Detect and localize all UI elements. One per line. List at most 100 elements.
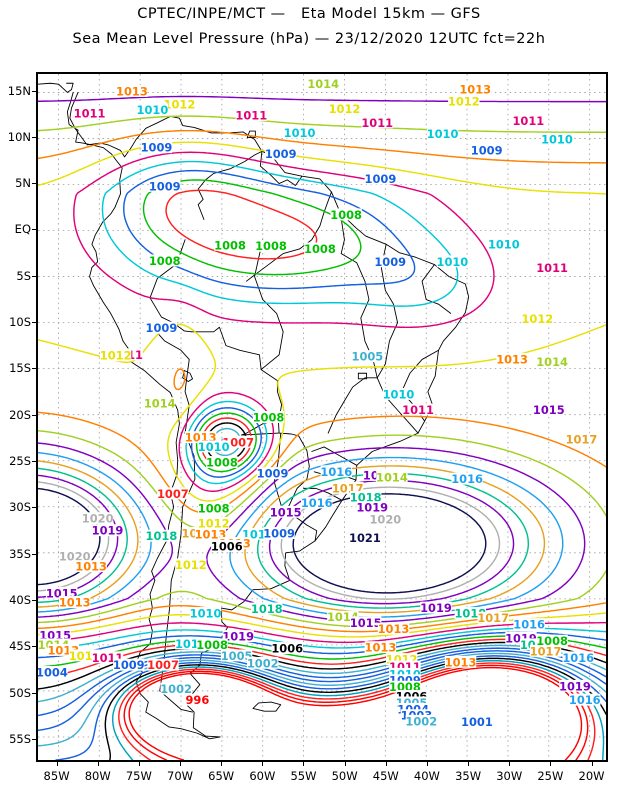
contour-label: 1020 [369, 513, 401, 527]
y-axis-label: 10S [9, 315, 31, 330]
x-axis-tick [221, 762, 223, 766]
contour-1014 [38, 115, 606, 628]
contour-label: 1012 [448, 95, 480, 109]
chart-title-block: CPTEC/INPE/MCT — Eta Model 15km — GFS Se… [0, 0, 618, 47]
y-axis-label: 25S [9, 453, 31, 468]
x-axis-tick [385, 762, 387, 766]
contour-label: 1010 [427, 127, 459, 141]
y-axis-label: EQ [14, 222, 31, 237]
y-axis-tick [32, 553, 36, 555]
x-axis-label: 45W [372, 769, 399, 783]
contour-label: 1013 [59, 595, 91, 609]
contour-label: 1006 [211, 539, 243, 553]
contour-1013 [38, 129, 606, 633]
y-axis-tick [32, 507, 36, 509]
contour-label: 1013 [445, 655, 477, 669]
contour-label: 1013 [459, 83, 491, 97]
y-axis-label: 35S [9, 546, 31, 561]
x-axis-tick [509, 762, 511, 766]
x-axis-label: 30W [496, 769, 523, 783]
contour-label: 1013 [378, 622, 410, 636]
x-axis-label: 50W [331, 769, 358, 783]
contour-label: 1010 [437, 255, 469, 269]
contour-label: 1010 [541, 132, 573, 146]
contour-label: 1020 [82, 512, 114, 526]
contour-label: 1011 [235, 108, 267, 122]
contour-plot-area: 1013 1014 1013 1012 1012 1012 1011 1011 1011 1011… [36, 72, 608, 762]
x-axis-label: 80W [84, 769, 111, 783]
y-axis-tick [32, 414, 36, 416]
contour-label: 1010 [137, 103, 169, 117]
contour-1002 [38, 652, 606, 747]
x-axis-tick [97, 762, 99, 766]
x-axis-label: 65W [208, 769, 235, 783]
x-axis-tick [344, 762, 346, 766]
y-axis-tick [32, 599, 36, 601]
contour-label: 1013 [496, 352, 528, 366]
y-axis-label: 15S [9, 361, 31, 376]
x-axis-tick [138, 762, 140, 766]
x-axis-tick [180, 762, 182, 766]
contour-label: 1002 [405, 714, 437, 728]
contour-label: 1008 [304, 242, 336, 256]
y-axis-tick [32, 692, 36, 694]
contour-label: 1006 [271, 642, 303, 656]
contour-label: 1008 [255, 239, 287, 253]
y-axis-tick [32, 90, 36, 92]
contour-label: 1018 [350, 491, 382, 505]
contour-label: 1005 [221, 649, 253, 663]
contour-label: 1019 [356, 501, 388, 515]
contour-label: 1013 [195, 527, 227, 541]
contour-label: 1019 [92, 524, 124, 538]
x-axis-tick [591, 762, 593, 766]
contour-label: 1009 [263, 526, 295, 540]
contour-997 [123, 664, 589, 760]
contour-label: 1009 [149, 179, 181, 193]
y-axis-label: 40S [9, 592, 31, 607]
contour-label: 1014 [376, 470, 408, 484]
contour-label: 1012 [175, 558, 207, 572]
contour-1001 [55, 655, 606, 760]
y-axis-label: 20S [9, 407, 31, 422]
contour-label: 1020 [59, 549, 91, 563]
contour-1012 [38, 141, 606, 638]
contour-label: 1011 [74, 107, 106, 121]
y-axis-tick [32, 136, 36, 138]
x-axis-tick [468, 762, 470, 766]
contour-label: 1014 [144, 397, 176, 411]
contour-label: 1016 [320, 465, 352, 479]
y-axis-tick [32, 275, 36, 277]
contour-label: 1012 [198, 516, 230, 530]
y-axis-label: 45S [9, 639, 31, 654]
contour-label: 1019 [559, 679, 591, 693]
x-axis-label: 70W [167, 769, 194, 783]
contour-label: 1002 [247, 656, 279, 670]
x-axis-label: 55W [290, 769, 317, 783]
contour-label: 1008 [214, 238, 246, 252]
contour-label: 1010 [190, 607, 222, 621]
contour-label: 1008 [536, 634, 568, 648]
contour-label: 1010 [383, 387, 415, 401]
contour-label: 1005 [352, 350, 384, 364]
contour-label: 1008 [149, 254, 181, 268]
contour-label: 1019 [420, 601, 452, 615]
contour-label: 1015 [350, 616, 382, 630]
contour-label: 1016 [513, 618, 545, 632]
contour-label: 1013 [365, 641, 397, 655]
contour-1007 [38, 189, 606, 679]
x-axis-tick [426, 762, 428, 766]
contour-label: 1019 [222, 630, 254, 644]
contour-label: 1018 [146, 529, 178, 543]
x-axis-label: 40W [413, 769, 440, 783]
contour-label: 1015 [533, 403, 565, 417]
y-axis-label: 55S [9, 731, 31, 746]
contour-1021 [38, 487, 487, 594]
y-axis-label: 15N [7, 83, 31, 98]
contour-label: 1012 [329, 102, 361, 116]
contour-1018 [38, 467, 530, 609]
contour-label: 1016 [562, 651, 594, 665]
x-axis-tick [550, 762, 552, 766]
contour-label: 1009 [374, 255, 406, 269]
